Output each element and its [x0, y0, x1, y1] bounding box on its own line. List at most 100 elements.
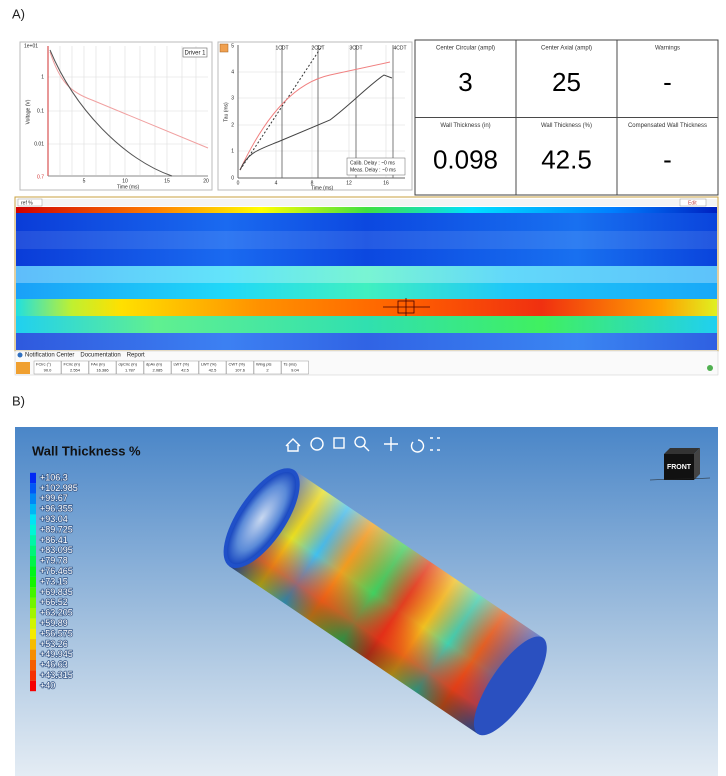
scale-swatch — [30, 576, 36, 588]
heat-row — [16, 283, 717, 299]
scale-label: +76.465 — [40, 566, 73, 576]
x-tick-label: 10 — [122, 178, 128, 184]
field-box — [198, 360, 227, 375]
scale-label: +93.04 — [40, 514, 68, 524]
fit-icon[interactable] — [430, 437, 440, 451]
scale-label: +73.15 — [40, 576, 68, 586]
scale-label: +53.26 — [40, 639, 68, 649]
view-cube[interactable]: FRONT — [649, 448, 711, 481]
scale-swatch — [30, 628, 36, 640]
notes-box — [346, 157, 406, 176]
field-box — [33, 360, 62, 375]
scale-swatch — [30, 566, 36, 577]
zoom-icon[interactable] — [354, 436, 370, 452]
field-label: dpAx (in) — [146, 362, 163, 367]
grid — [48, 46, 208, 175]
edit-button[interactable] — [679, 198, 707, 207]
scale-swatch — [30, 504, 36, 515]
cell-header: Compensated Wall Thickness — [628, 123, 707, 129]
selector-box[interactable] — [17, 198, 43, 207]
scale-label: +49.945 — [40, 649, 73, 659]
heatmap-panel: ref % Edit — [14, 196, 719, 352]
move-icon[interactable] — [16, 362, 30, 374]
field-box — [171, 360, 199, 375]
field-label: FAx (in) — [91, 362, 105, 367]
tau-plot: 1CDT 2CDT 3CDT 4CDT 0 1 2 3 4 5 0 4 8 12… — [217, 41, 413, 191]
settings-icon[interactable] — [219, 43, 229, 53]
scale-label: +106.3 — [40, 472, 68, 482]
x-axis-label: Time (ms) — [117, 184, 140, 190]
scale-swatch — [30, 556, 36, 567]
black-curve — [239, 74, 393, 171]
footer-tab[interactable]: Notification Center — [25, 353, 74, 359]
tube — [223, 468, 547, 736]
scale-swatch — [30, 472, 36, 484]
field-label: FCirc (in) — [64, 362, 81, 367]
cell-value: - — [663, 67, 672, 97]
marker-label: 1CDT — [275, 45, 288, 51]
scale-swatch — [30, 597, 36, 608]
legend-box — [182, 47, 208, 58]
scale-swatch — [30, 608, 36, 619]
scale-label: +46.63 — [40, 660, 68, 670]
panel-label: A) — [12, 6, 25, 21]
scale-label: +66.52 — [40, 597, 68, 607]
heat-row — [16, 213, 717, 231]
scale-swatch — [30, 493, 36, 504]
results-table: Center Circular (ampl) 3 Center Axial (amp… — [414, 39, 719, 196]
y-tick-label: 5 — [231, 43, 234, 49]
toolbar — [285, 436, 440, 453]
field-value: 90.0 — [44, 368, 53, 373]
field-value: 1.787 — [125, 368, 136, 373]
footer-tab[interactable]: Report — [127, 353, 145, 359]
heat-row — [16, 333, 717, 350]
field-label: CWT (%) — [229, 362, 246, 367]
scale-label: +96.355 — [40, 504, 73, 514]
field-value: 42.5 — [181, 368, 190, 373]
y-tick-label: 3 — [231, 95, 234, 101]
view-icon[interactable] — [310, 437, 324, 451]
scale-swatch — [30, 535, 36, 546]
x-tick-label: 8 — [311, 180, 314, 186]
field-value: 42.5 — [209, 368, 218, 373]
pan-icon[interactable] — [384, 437, 398, 451]
cursor — [383, 298, 430, 316]
y-tick-label: 0.1 — [37, 108, 44, 114]
tube-opening — [227, 471, 297, 565]
edit-label[interactable]: Edit — [688, 200, 697, 206]
legend: Driver 1 — [184, 51, 206, 57]
viewer-title: Wall Thickness % — [32, 443, 141, 458]
footer-tab[interactable]: Documentation — [80, 353, 120, 359]
view-cube-label[interactable]: FRONT — [667, 464, 692, 471]
y-axis-label: Tau (ms) — [223, 102, 229, 122]
cell-value: 42.5 — [541, 144, 592, 174]
scale-label: +59.89 — [40, 618, 68, 628]
scale-label: +86.41 — [40, 535, 68, 545]
viewer: Wall Thickness % FRONT +106.3+102.985+99… — [15, 427, 718, 776]
scale-label: +43.315 — [40, 670, 73, 680]
heatmap-toolbar — [16, 199, 717, 206]
zoom-box-icon[interactable] — [333, 437, 345, 449]
field-box — [226, 360, 254, 375]
heat-row — [16, 231, 717, 249]
rotate-icon[interactable] — [410, 439, 425, 453]
field-box — [281, 360, 309, 375]
scale-label: +83.095 — [40, 545, 73, 555]
home-icon[interactable] — [285, 438, 301, 452]
selector[interactable]: ref % — [21, 200, 33, 206]
cell-header: Center Circular (ampl) — [436, 46, 495, 52]
scale-label: +56.575 — [40, 628, 73, 638]
panel-label: B) — [12, 393, 25, 408]
field-box — [61, 360, 89, 375]
x-tick-label: 16 — [383, 180, 389, 186]
marker-label: 3CDT — [349, 45, 362, 51]
y-tick-label: 1e+01 — [24, 43, 38, 49]
heat-row — [16, 299, 717, 316]
field-label: Wing pts — [256, 362, 272, 367]
field-box — [88, 360, 117, 375]
cell-value: 0.098 — [433, 144, 498, 174]
heat-row — [16, 316, 717, 333]
y-tick-label: 1 — [41, 74, 44, 80]
cell-header: Warnings — [655, 46, 680, 52]
tube-end — [473, 636, 547, 736]
